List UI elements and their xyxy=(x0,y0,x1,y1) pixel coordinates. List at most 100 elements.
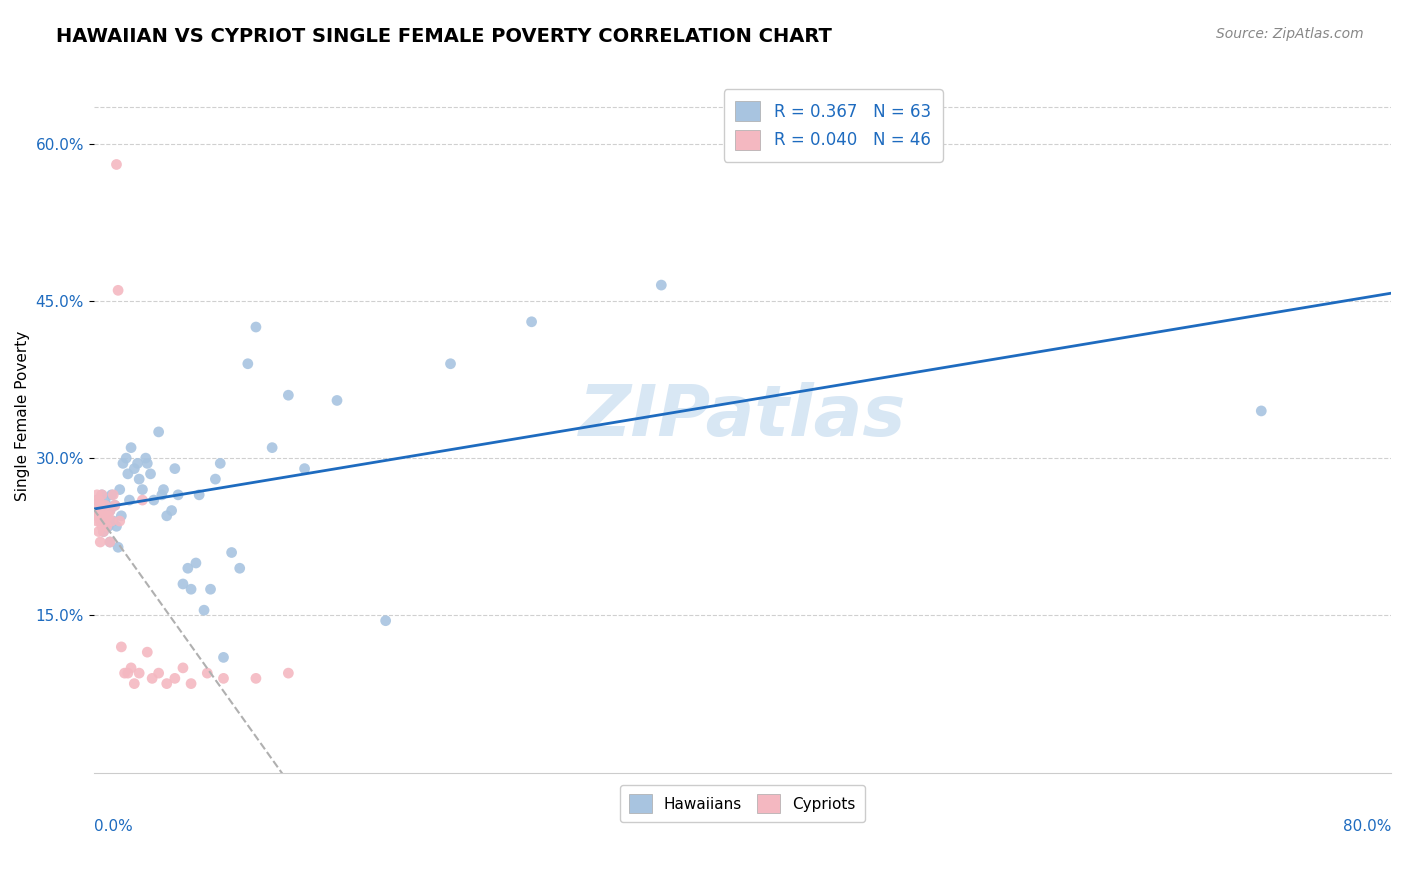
Point xyxy=(374,614,396,628)
Point xyxy=(98,535,121,549)
Point xyxy=(90,488,112,502)
Point xyxy=(128,472,150,486)
Point xyxy=(89,499,111,513)
Point xyxy=(236,357,259,371)
Y-axis label: Single Female Poverty: Single Female Poverty xyxy=(15,331,30,501)
Point xyxy=(277,388,299,402)
Point xyxy=(87,503,110,517)
Point xyxy=(93,524,115,539)
Point xyxy=(184,556,207,570)
Point xyxy=(172,661,194,675)
Point xyxy=(118,493,141,508)
Point xyxy=(97,508,120,523)
Point xyxy=(98,503,121,517)
Point xyxy=(163,672,186,686)
Point xyxy=(204,472,226,486)
Point xyxy=(148,425,170,439)
Point xyxy=(110,508,132,523)
Point xyxy=(94,514,117,528)
Point xyxy=(128,666,150,681)
Point xyxy=(180,676,202,690)
Point xyxy=(98,535,121,549)
Point xyxy=(93,503,115,517)
Point xyxy=(124,461,146,475)
Point xyxy=(142,493,165,508)
Point xyxy=(87,524,110,539)
Point xyxy=(94,508,117,523)
Point xyxy=(156,508,179,523)
Point xyxy=(110,640,132,654)
Point xyxy=(103,488,125,502)
Point xyxy=(139,467,162,481)
Point xyxy=(90,519,112,533)
Point xyxy=(177,561,200,575)
Point xyxy=(148,666,170,681)
Point xyxy=(94,493,117,508)
Point xyxy=(520,315,543,329)
Point xyxy=(89,514,111,528)
Point xyxy=(245,672,267,686)
Text: HAWAIIAN VS CYPRIOT SINGLE FEMALE POVERTY CORRELATION CHART: HAWAIIAN VS CYPRIOT SINGLE FEMALE POVERT… xyxy=(56,27,832,45)
Point xyxy=(89,535,111,549)
Point xyxy=(326,393,349,408)
Point xyxy=(209,456,232,470)
Point xyxy=(90,514,112,528)
Point xyxy=(120,441,142,455)
Point xyxy=(212,650,235,665)
Point xyxy=(94,499,117,513)
Legend: Hawaiians, Cypriots: Hawaiians, Cypriots xyxy=(620,785,865,822)
Point xyxy=(86,508,108,523)
Point xyxy=(87,493,110,508)
Point xyxy=(152,483,174,497)
Point xyxy=(111,456,134,470)
Point xyxy=(107,283,129,297)
Point xyxy=(195,666,218,681)
Point xyxy=(160,503,183,517)
Point xyxy=(98,503,121,517)
Point xyxy=(89,499,111,513)
Point xyxy=(108,514,131,528)
Point xyxy=(180,582,202,597)
Point xyxy=(131,493,153,508)
Point xyxy=(439,357,461,371)
Text: Source: ZipAtlas.com: Source: ZipAtlas.com xyxy=(1216,27,1364,41)
Point xyxy=(294,461,316,475)
Point xyxy=(86,499,108,513)
Point xyxy=(262,441,284,455)
Text: ZIPatlas: ZIPatlas xyxy=(579,382,905,450)
Point xyxy=(212,672,235,686)
Point xyxy=(188,488,211,502)
Point xyxy=(114,666,136,681)
Point xyxy=(136,456,159,470)
Point xyxy=(172,577,194,591)
Point xyxy=(100,488,122,502)
Text: 80.0%: 80.0% xyxy=(1343,819,1391,834)
Point xyxy=(105,157,128,171)
Point xyxy=(87,508,110,523)
Point xyxy=(86,514,108,528)
Point xyxy=(120,661,142,675)
Point xyxy=(1250,404,1272,418)
Point xyxy=(131,483,153,497)
Point xyxy=(97,519,120,533)
Point xyxy=(650,278,672,293)
Point xyxy=(87,508,110,523)
Point xyxy=(93,508,115,523)
Point xyxy=(90,488,112,502)
Point xyxy=(86,488,108,502)
Point xyxy=(127,456,149,470)
Point xyxy=(86,493,108,508)
Point xyxy=(115,451,138,466)
Point xyxy=(124,676,146,690)
Point xyxy=(117,666,139,681)
Point xyxy=(135,451,157,466)
Point xyxy=(96,499,118,513)
Point xyxy=(90,503,112,517)
Point xyxy=(136,645,159,659)
Point xyxy=(277,666,299,681)
Point xyxy=(245,320,267,334)
Point xyxy=(96,519,118,533)
Text: 0.0%: 0.0% xyxy=(94,819,132,834)
Point xyxy=(141,672,163,686)
Point xyxy=(156,676,179,690)
